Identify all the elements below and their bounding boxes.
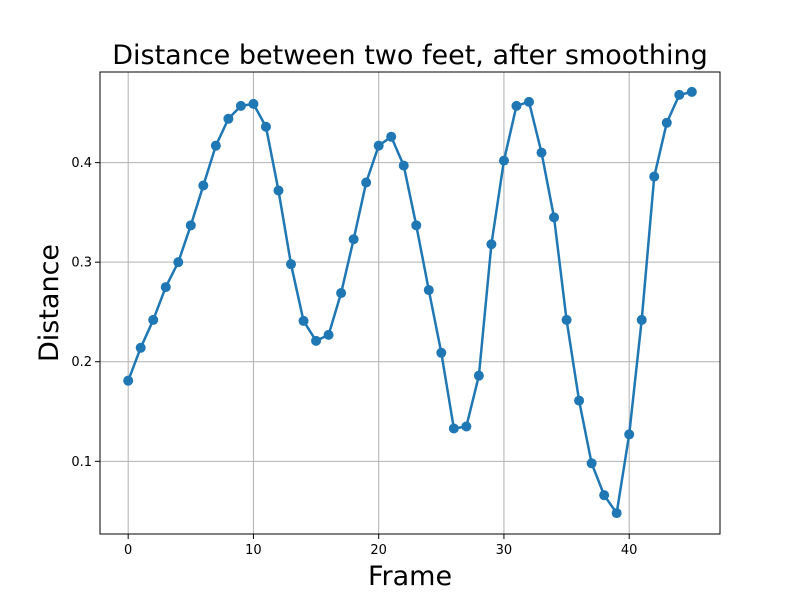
- data-point: [135, 342, 146, 353]
- data-point: [473, 370, 484, 381]
- series-line: [123, 86, 697, 519]
- data-point: [298, 315, 309, 326]
- axis-ticks: 0 10 20 30 40 0.1 0.2 0.3 0.4: [71, 156, 637, 558]
- plot-frame: [99, 71, 721, 535]
- data-point: [549, 212, 560, 223]
- data-point: [486, 239, 497, 250]
- data-point: [624, 429, 635, 440]
- data-point: [661, 117, 672, 128]
- data-point: [511, 100, 522, 111]
- data-point: [436, 347, 447, 358]
- data-point: [636, 314, 647, 325]
- data-point: [273, 185, 284, 196]
- data-point: [386, 131, 397, 142]
- series-polyline: [127, 90, 693, 515]
- x-tick-label: 20: [370, 543, 387, 558]
- x-axis-label: Frame: [368, 561, 452, 592]
- chart-title: Distance between two feet, after smoothi…: [112, 40, 708, 71]
- data-point: [411, 220, 422, 231]
- data-point: [361, 177, 372, 188]
- x-tick-label: 0: [124, 543, 132, 558]
- data-point: [448, 423, 459, 434]
- y-tick-label: 0.2: [71, 355, 92, 370]
- data-point: [198, 180, 209, 191]
- data-point: [336, 288, 347, 299]
- data-point: [498, 155, 509, 166]
- data-point: [561, 314, 572, 325]
- data-point: [185, 220, 196, 231]
- data-point: [123, 375, 134, 386]
- data-point: [248, 98, 259, 109]
- data-point: [148, 314, 159, 325]
- grid-lines: [100, 72, 720, 534]
- data-point: [398, 160, 409, 171]
- x-tick-label: 10: [245, 543, 262, 558]
- data-point: [611, 508, 622, 519]
- data-point: [173, 257, 184, 268]
- data-point: [311, 335, 322, 346]
- data-point: [574, 395, 585, 406]
- data-point: [523, 96, 534, 107]
- data-point: [160, 282, 171, 293]
- data-point: [536, 147, 547, 158]
- y-axis-label: Distance: [34, 244, 65, 362]
- data-point: [260, 121, 271, 132]
- data-point: [323, 329, 334, 340]
- data-point: [674, 89, 685, 100]
- data-point: [649, 171, 660, 182]
- data-point: [235, 100, 246, 111]
- data-point: [461, 421, 472, 432]
- data-point: [348, 234, 359, 245]
- data-point: [599, 490, 610, 501]
- x-tick-label: 30: [496, 543, 513, 558]
- data-point: [223, 113, 234, 124]
- data-point: [286, 259, 297, 270]
- y-tick-label: 0.4: [71, 156, 92, 171]
- x-tick-label: 40: [621, 543, 638, 558]
- data-point: [423, 285, 434, 296]
- data-point: [210, 140, 221, 151]
- data-point: [586, 458, 597, 469]
- data-point: [373, 140, 384, 151]
- data-point: [686, 86, 697, 97]
- y-tick-label: 0.3: [71, 256, 92, 271]
- y-tick-label: 0.1: [71, 455, 92, 470]
